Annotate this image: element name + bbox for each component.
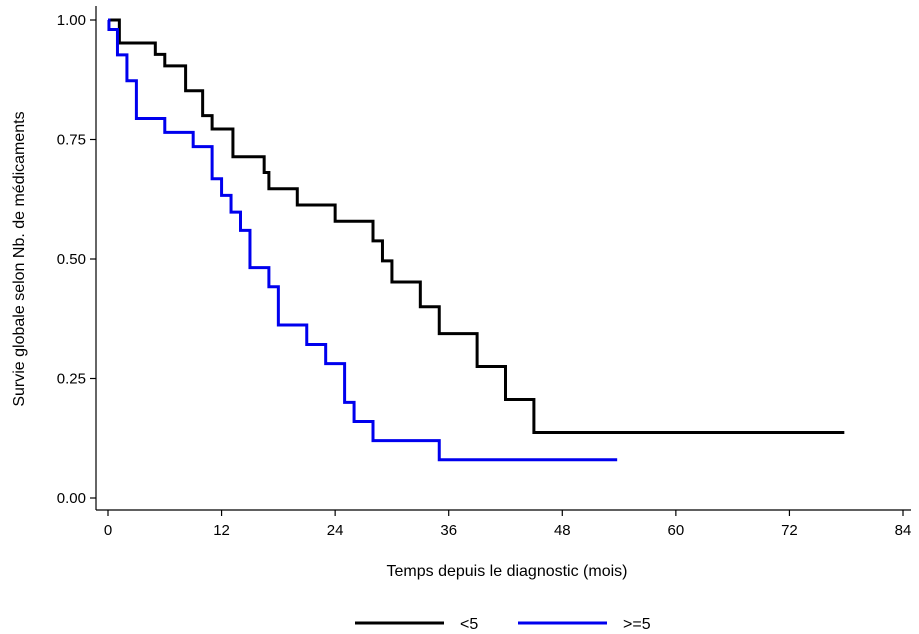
legend-label: >=5 [623, 616, 651, 633]
x-tick-label: 12 [213, 522, 230, 539]
x-tick-label: 36 [440, 522, 457, 539]
x-tick-label: 24 [327, 522, 344, 539]
axes: 0.00 0.25 0.50 0.75 1.00 0 12 24 36 48 60 72 84 [57, 6, 912, 539]
y-tick-label: 0.25 [57, 371, 86, 388]
x-axis-label: Temps depuis le diagnostic (mois) [387, 563, 628, 580]
y-tick-label: 0.50 [57, 251, 86, 268]
x-tick-label: 0 [104, 522, 112, 539]
y-tick-label: 0.00 [57, 490, 86, 507]
x-tick-label: 60 [668, 522, 685, 539]
series-line-ge5 [107, 18, 618, 462]
series-line-lt5 [108, 18, 845, 435]
y-tick-label: 0.75 [57, 132, 86, 149]
legend: <5 >=5 [355, 616, 651, 633]
legend-label: <5 [460, 616, 478, 633]
y-tick-label: 1.00 [57, 12, 86, 29]
x-tick-label: 84 [895, 522, 912, 539]
series-lines [107, 18, 845, 462]
x-tick-label: 72 [781, 522, 798, 539]
x-tick-label: 48 [554, 522, 571, 539]
y-axis-label: Survie globale selon Nb. de médicaments [11, 111, 28, 406]
